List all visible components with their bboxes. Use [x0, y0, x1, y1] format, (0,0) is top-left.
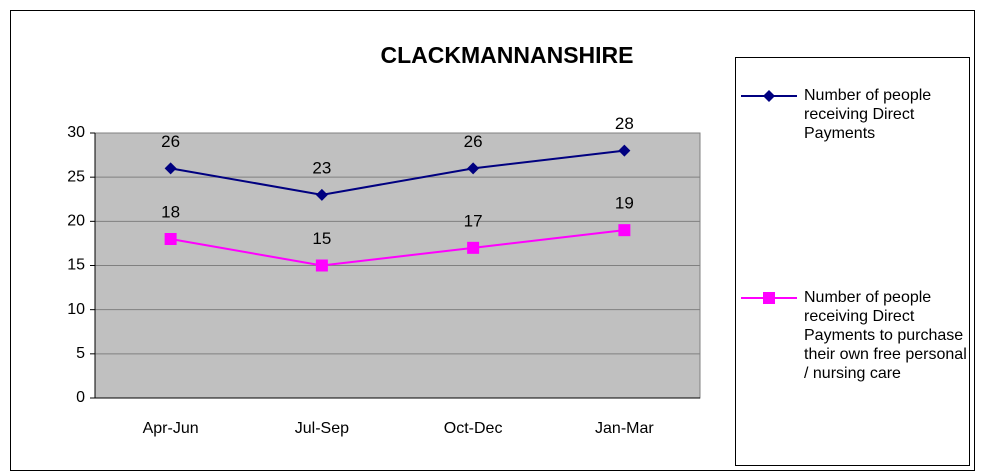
- series-line: [170, 229, 625, 267]
- series-line: [170, 149, 625, 196]
- data-point: [315, 188, 328, 201]
- data-point: [164, 162, 177, 175]
- y-tick-label: 25: [67, 168, 85, 185]
- data-label: 19: [615, 194, 634, 213]
- data-point: [315, 259, 328, 272]
- y-tick-label: 5: [76, 345, 85, 362]
- data-point: [618, 144, 631, 157]
- x-tick-label: Jul-Sep: [295, 420, 349, 437]
- y-tick-label: 15: [67, 257, 85, 274]
- data-point: [618, 224, 631, 237]
- y-tick-label: 30: [67, 124, 85, 141]
- x-tick-label: Apr-Jun: [143, 420, 199, 437]
- data-point: [467, 241, 480, 254]
- y-tick-label: 20: [67, 213, 85, 230]
- data-label: 23: [312, 158, 331, 177]
- legend-label: Number of people receiving Direct Paymen…: [804, 289, 967, 382]
- data-label: 28: [615, 114, 634, 133]
- y-tick-label: 0: [76, 389, 85, 406]
- data-point: [467, 162, 480, 175]
- data-point: [164, 233, 177, 245]
- data-label: 18: [161, 202, 180, 221]
- legend-label: Number of people receiving Direct Paymen…: [804, 87, 932, 142]
- x-tick-label: Jan-Mar: [595, 420, 654, 437]
- data-label: 15: [312, 229, 331, 248]
- chart-title: CLACKMANNANSHIRE: [381, 42, 634, 68]
- data-label: 26: [161, 132, 180, 151]
- legend-box: [735, 57, 970, 466]
- y-tick-label: 10: [67, 301, 85, 318]
- data-label: 17: [464, 211, 483, 230]
- x-tick-label: Oct-Dec: [444, 420, 503, 437]
- legend-marker: [763, 90, 775, 102]
- legend-marker: [763, 292, 775, 304]
- data-label: 26: [464, 132, 483, 151]
